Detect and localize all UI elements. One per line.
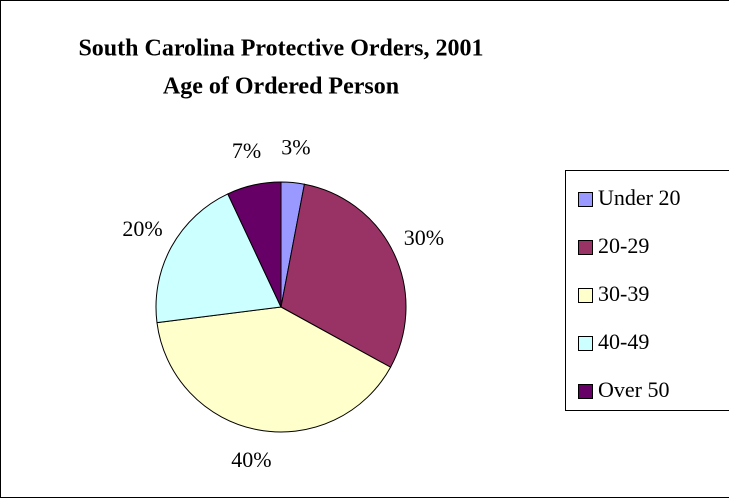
- data-label: 40%: [231, 447, 271, 472]
- pie-slice: [155, 193, 282, 324]
- chart-subtitle: Age of Ordered Person: [163, 74, 399, 100]
- legend-swatch: [578, 240, 593, 255]
- data-label: 20%: [122, 216, 162, 241]
- legend-swatch: [578, 384, 593, 399]
- pie-slice: [156, 306, 392, 433]
- legend-swatch: [578, 288, 593, 303]
- chart-title: South Carolina Protective Orders, 2001: [78, 36, 483, 62]
- legend-swatch: [578, 336, 593, 351]
- legend-label: 20-29: [598, 233, 649, 258]
- data-label: 3%: [281, 135, 310, 160]
- data-label: 30%: [404, 225, 444, 250]
- data-label: 7%: [232, 138, 261, 163]
- legend-label: 40-49: [598, 329, 649, 354]
- legend-label: Over 50: [598, 377, 669, 402]
- pie-slice: [227, 181, 282, 308]
- legend-label: 30-39: [598, 281, 649, 306]
- legend-label: Under 20: [598, 185, 680, 210]
- legend-swatch: [578, 192, 593, 207]
- pie-slice: [280, 183, 407, 368]
